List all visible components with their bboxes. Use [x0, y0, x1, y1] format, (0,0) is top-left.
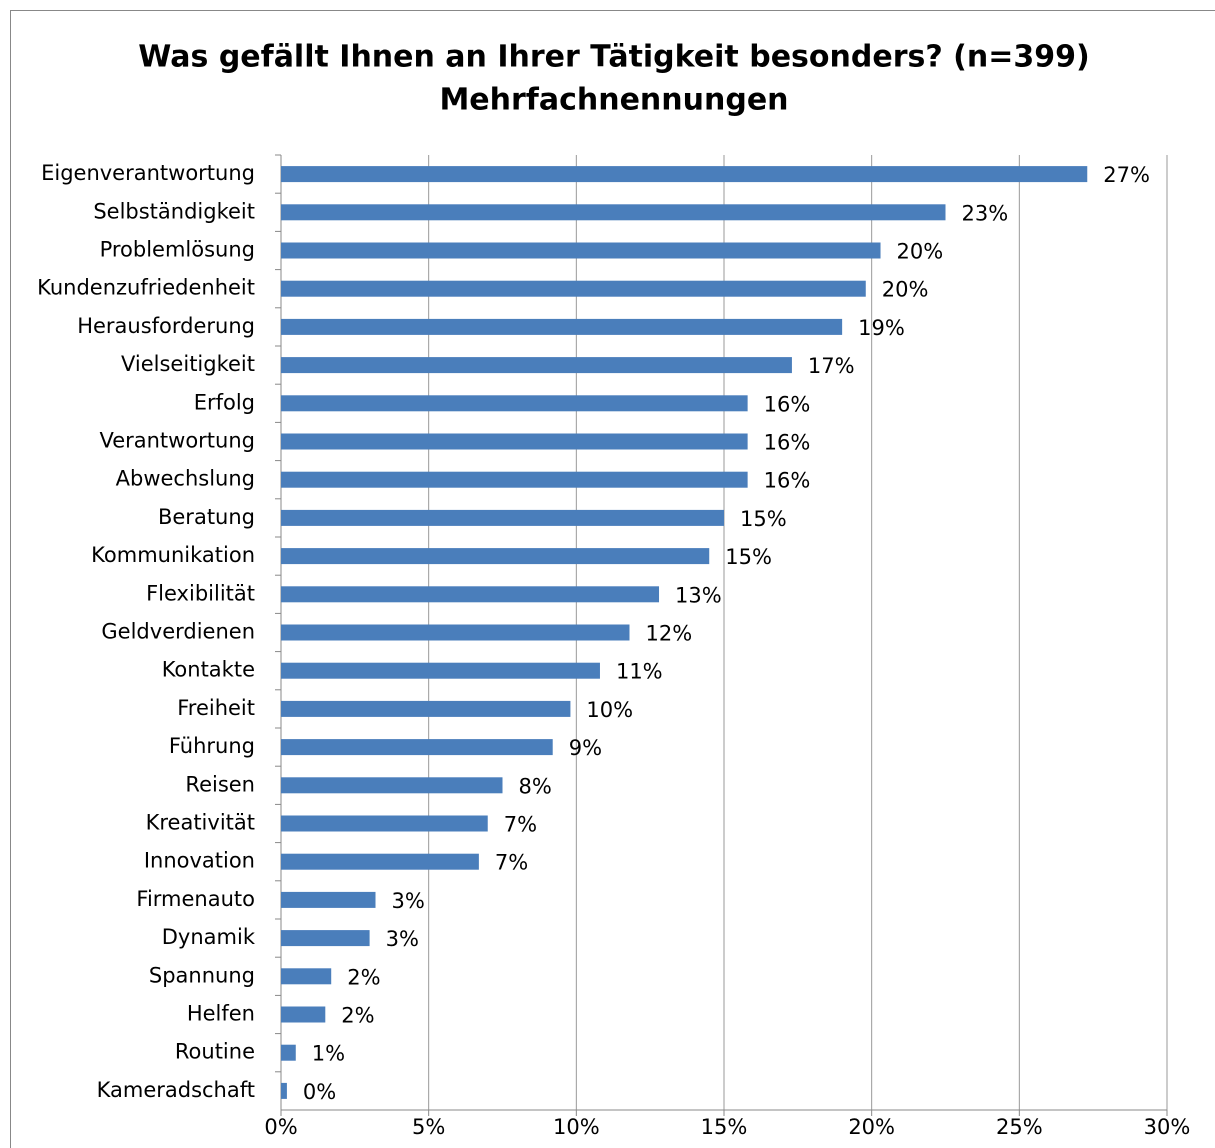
value-label: 8% — [519, 774, 552, 798]
bar — [281, 242, 881, 259]
value-label: 15% — [725, 545, 772, 569]
x-tick-label: 10% — [553, 1115, 600, 1139]
bar — [281, 471, 748, 488]
y-tick-label: Spannung — [149, 963, 255, 987]
y-tick-label: Beratung — [158, 505, 255, 529]
bar — [281, 930, 370, 947]
bar — [281, 586, 660, 603]
y-tick-label: Abwechslung — [116, 467, 255, 491]
bar — [281, 624, 630, 641]
value-label: 11% — [616, 660, 663, 684]
bar — [281, 1006, 326, 1023]
bar — [281, 509, 724, 526]
value-label: 16% — [764, 392, 811, 416]
value-label: 7% — [495, 851, 528, 875]
value-label: 16% — [764, 431, 811, 455]
x-tick-label: 5% — [412, 1115, 445, 1139]
y-tick-label: Kameradschaft — [97, 1078, 255, 1102]
y-tick-label: Kontakte — [162, 658, 255, 682]
value-label: 12% — [645, 622, 692, 646]
bar — [281, 853, 479, 870]
value-label: 2% — [341, 1004, 374, 1028]
y-tick-label: Kommunikation — [91, 543, 255, 567]
y-tick-label: Verantwortung — [99, 429, 255, 453]
value-label: 3% — [386, 927, 419, 951]
y-tick-label: Flexibilität — [146, 581, 255, 605]
bar — [281, 815, 488, 832]
y-tick-label: Führung — [169, 734, 255, 758]
value-label: 20% — [897, 240, 944, 264]
bar — [281, 891, 376, 908]
bar — [281, 739, 553, 756]
x-tick-label: 30% — [1144, 1115, 1191, 1139]
y-tick-label: Problemlösung — [100, 238, 255, 262]
bar — [281, 204, 946, 221]
bar — [281, 1082, 287, 1099]
x-tick-label: 25% — [996, 1115, 1043, 1139]
y-tick-label: Innovation — [144, 849, 255, 873]
y-tick-label: Herausforderung — [77, 314, 255, 338]
chart-title: Was gefällt Ihnen an Ihrer Tätigkeit bes… — [138, 40, 1089, 75]
x-tick-label: 0% — [264, 1115, 297, 1139]
value-label: 9% — [569, 736, 602, 760]
chart-frame — [10, 10, 1215, 1148]
y-tick-label: Firmenauto — [136, 887, 255, 911]
bar — [281, 700, 571, 717]
value-label: 19% — [858, 316, 905, 340]
y-tick-label: Dynamik — [162, 925, 256, 949]
value-label: 1% — [312, 1042, 345, 1066]
y-tick-label: Kundenzufriedenheit — [37, 276, 255, 300]
bar — [281, 777, 503, 794]
bar — [281, 318, 843, 335]
bar — [281, 280, 866, 297]
bar — [281, 166, 1088, 183]
y-tick-label: Reisen — [185, 772, 255, 796]
y-tick-label: Kreativität — [146, 811, 255, 835]
y-tick-label: Vielseitigkeit — [121, 352, 255, 376]
value-label: 17% — [808, 354, 855, 378]
value-label: 20% — [882, 278, 929, 302]
bar — [281, 395, 748, 412]
bar — [281, 548, 710, 565]
value-label: 23% — [962, 201, 1009, 225]
x-tick-label: 15% — [701, 1115, 748, 1139]
y-tick-label: Eigenverantwortung — [41, 161, 255, 185]
value-label: 3% — [392, 889, 425, 913]
bar — [281, 357, 792, 374]
chart-subtitle: Mehrfachnennungen — [439, 83, 788, 118]
value-label: 10% — [586, 698, 633, 722]
bar — [281, 968, 332, 985]
bar — [281, 1044, 296, 1061]
x-tick-label: 20% — [848, 1115, 895, 1139]
y-tick-label: Erfolg — [194, 390, 255, 414]
value-label: 15% — [740, 507, 787, 531]
y-tick-label: Helfen — [187, 1002, 255, 1026]
value-label: 7% — [504, 813, 537, 837]
value-label: 2% — [347, 965, 380, 989]
y-tick-label: Geldverdienen — [101, 620, 255, 644]
bar — [281, 662, 600, 679]
value-label: 0% — [303, 1080, 336, 1104]
value-label: 13% — [675, 583, 722, 607]
value-label: 16% — [764, 469, 811, 493]
y-tick-label: Freiheit — [177, 696, 255, 720]
bar — [281, 433, 748, 450]
y-tick-label: Selbständigkeit — [93, 199, 255, 223]
value-label: 27% — [1103, 163, 1150, 187]
y-tick-label: Routine — [175, 1040, 255, 1064]
